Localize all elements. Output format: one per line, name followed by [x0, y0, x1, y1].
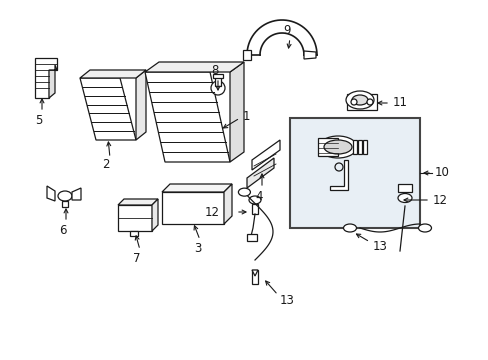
Circle shape: [210, 81, 224, 95]
Ellipse shape: [397, 194, 411, 202]
Polygon shape: [80, 70, 146, 78]
Polygon shape: [152, 199, 158, 231]
Circle shape: [334, 163, 342, 171]
Bar: [62, 201, 68, 207]
Bar: [243, 50, 250, 60]
Text: 10: 10: [434, 166, 449, 180]
Text: 2: 2: [102, 158, 109, 171]
Bar: [213, 74, 223, 78]
Text: 7: 7: [133, 252, 141, 265]
Text: 3: 3: [194, 242, 201, 255]
Polygon shape: [246, 158, 273, 188]
Polygon shape: [304, 51, 315, 59]
Polygon shape: [329, 160, 347, 190]
Bar: [362, 140, 366, 154]
Polygon shape: [72, 188, 81, 200]
Text: 11: 11: [392, 96, 407, 109]
Polygon shape: [80, 78, 136, 140]
Bar: [215, 76, 221, 86]
Text: 13: 13: [280, 293, 294, 306]
Polygon shape: [162, 184, 231, 192]
Bar: [352, 140, 356, 154]
Polygon shape: [35, 58, 57, 98]
Polygon shape: [229, 62, 244, 162]
Ellipse shape: [248, 196, 261, 204]
Ellipse shape: [238, 188, 250, 196]
Text: 4: 4: [255, 189, 262, 202]
Bar: [162, 192, 224, 224]
Bar: [251, 204, 258, 214]
Ellipse shape: [58, 191, 72, 201]
Bar: [397, 184, 411, 192]
Bar: [289, 118, 419, 228]
Polygon shape: [118, 199, 158, 205]
Polygon shape: [251, 140, 280, 170]
Bar: [246, 234, 257, 241]
Circle shape: [350, 99, 356, 105]
Text: 12: 12: [432, 194, 447, 207]
Text: 1: 1: [243, 109, 250, 122]
Text: 6: 6: [59, 224, 67, 237]
Bar: [130, 231, 138, 236]
Text: 8: 8: [211, 64, 218, 77]
Bar: [118, 205, 152, 231]
Polygon shape: [49, 65, 57, 98]
Bar: [251, 270, 258, 284]
Polygon shape: [251, 270, 258, 276]
Bar: [317, 138, 337, 156]
Text: 13: 13: [372, 240, 387, 253]
Ellipse shape: [346, 91, 373, 109]
Text: 5: 5: [35, 113, 42, 126]
Ellipse shape: [343, 224, 356, 232]
Polygon shape: [346, 94, 376, 110]
Circle shape: [366, 99, 372, 105]
Ellipse shape: [324, 140, 351, 154]
Polygon shape: [145, 72, 229, 162]
Ellipse shape: [418, 224, 430, 232]
Polygon shape: [136, 70, 146, 140]
Polygon shape: [47, 186, 55, 201]
Polygon shape: [224, 184, 231, 224]
Text: 12: 12: [204, 206, 220, 219]
Text: 9: 9: [283, 24, 290, 37]
Polygon shape: [145, 62, 244, 72]
Ellipse shape: [351, 95, 367, 105]
Ellipse shape: [318, 136, 356, 158]
Bar: [357, 140, 361, 154]
